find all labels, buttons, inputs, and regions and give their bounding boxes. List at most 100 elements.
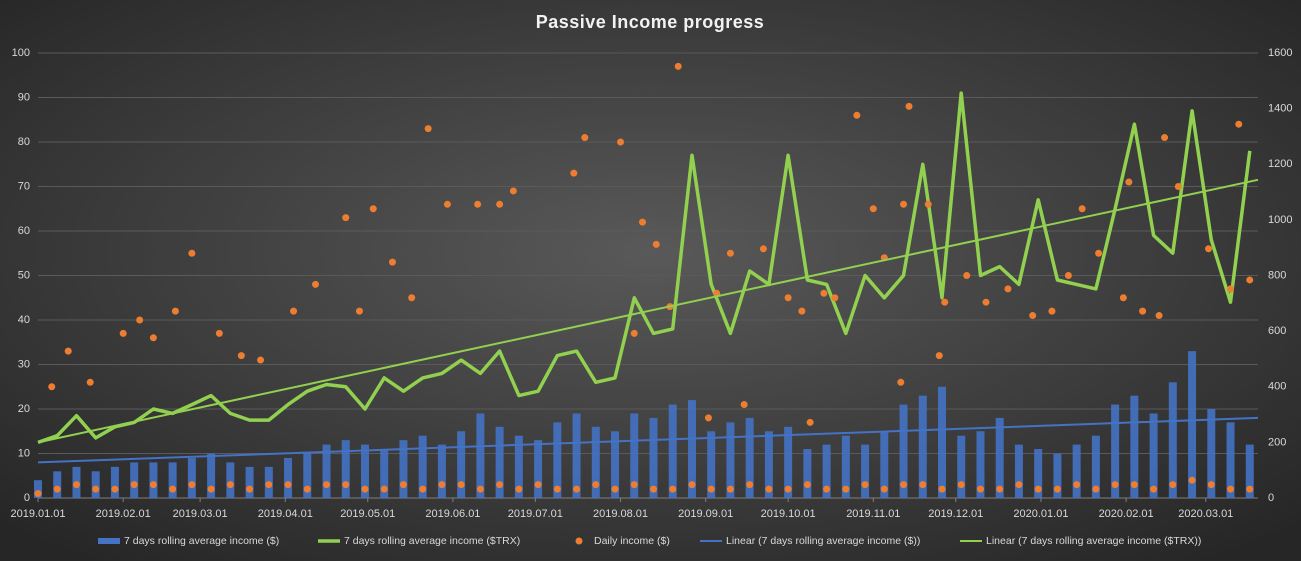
legend-swatch <box>575 537 583 545</box>
bar <box>418 435 427 498</box>
dot <box>496 200 504 208</box>
dot <box>188 249 196 257</box>
dot <box>869 205 877 213</box>
dot <box>617 138 625 146</box>
dot <box>509 187 517 195</box>
dot <box>1150 485 1158 493</box>
dot <box>419 485 427 493</box>
dot <box>342 481 350 489</box>
y-tick-label: 70 <box>18 180 30 192</box>
dot <box>553 485 561 493</box>
x-tick-label: 2019.09.01 <box>678 508 733 520</box>
dot <box>53 485 61 493</box>
dot <box>1125 178 1133 186</box>
y-tick-label: 50 <box>18 269 30 281</box>
bar <box>399 440 408 498</box>
bar <box>591 426 600 498</box>
dot <box>1073 481 1081 489</box>
dot <box>740 401 748 409</box>
dot <box>388 258 396 266</box>
dot <box>1205 245 1213 253</box>
dot <box>573 485 581 493</box>
dot <box>457 481 465 489</box>
bar <box>437 444 446 498</box>
y2-tick-label: 800 <box>1268 269 1286 281</box>
dot <box>784 485 792 493</box>
dot <box>303 485 311 493</box>
bar <box>707 431 716 498</box>
dot <box>1188 476 1196 484</box>
legend-label: Daily income ($) <box>594 535 670 547</box>
dot <box>1119 294 1127 302</box>
dot <box>149 481 157 489</box>
bar <box>322 444 331 498</box>
bar <box>245 466 254 498</box>
bar <box>1072 444 1081 498</box>
bar <box>1091 435 1100 498</box>
bar <box>745 417 754 498</box>
scatter-series <box>34 62 1254 498</box>
dot <box>924 200 932 208</box>
bar-series <box>34 351 1254 498</box>
dot <box>798 307 806 315</box>
bar <box>495 426 504 498</box>
dot <box>111 485 119 493</box>
x-tick-label: 2019.08.01 <box>593 508 648 520</box>
dot <box>1227 485 1235 493</box>
dot <box>674 62 682 70</box>
bar <box>649 417 658 498</box>
bar <box>534 440 543 498</box>
dot <box>1064 272 1072 279</box>
dot <box>1048 307 1056 315</box>
y-tick-label: 90 <box>18 91 30 103</box>
dot <box>611 485 619 493</box>
dot <box>669 485 677 493</box>
line <box>37 91 1252 445</box>
x-tick-label: 2019.07.01 <box>508 508 563 520</box>
dot <box>136 316 144 324</box>
y2-tick-label: 1000 <box>1268 214 1292 226</box>
bar <box>784 426 793 498</box>
dot <box>759 245 767 253</box>
bar <box>360 444 369 498</box>
bar <box>149 462 158 498</box>
dot <box>1174 183 1182 190</box>
dot <box>496 481 504 489</box>
dot <box>265 481 273 489</box>
bar <box>764 431 773 498</box>
bar <box>1245 444 1254 498</box>
bar <box>1226 422 1235 498</box>
dot <box>171 307 179 315</box>
dot <box>237 352 245 360</box>
y-tick-label: 0 <box>24 492 30 504</box>
dot <box>312 280 320 288</box>
bar <box>130 462 139 498</box>
dot <box>1139 307 1147 315</box>
bar <box>995 417 1004 498</box>
dot <box>861 481 869 489</box>
bar <box>476 413 485 498</box>
dot <box>880 485 888 493</box>
dot <box>424 125 432 133</box>
y2-tick-label: 1200 <box>1268 158 1292 170</box>
dot <box>64 347 72 355</box>
dot <box>897 378 905 386</box>
bar <box>110 466 119 498</box>
dot <box>1169 481 1177 489</box>
bar <box>457 431 466 498</box>
dot <box>630 329 638 337</box>
dot <box>1155 312 1163 320</box>
bar <box>630 413 639 498</box>
bar <box>284 457 293 498</box>
bar <box>1014 444 1023 498</box>
dot <box>226 481 234 489</box>
bar <box>938 386 947 498</box>
legend-label: 7 days rolling average income ($TRX) <box>344 535 520 547</box>
bar <box>514 435 523 498</box>
bar <box>1111 404 1120 498</box>
dot <box>704 414 712 422</box>
dot <box>938 485 946 493</box>
x-tick-label: 2019.11.01 <box>846 508 900 520</box>
bar <box>918 395 927 498</box>
bar <box>553 422 562 498</box>
